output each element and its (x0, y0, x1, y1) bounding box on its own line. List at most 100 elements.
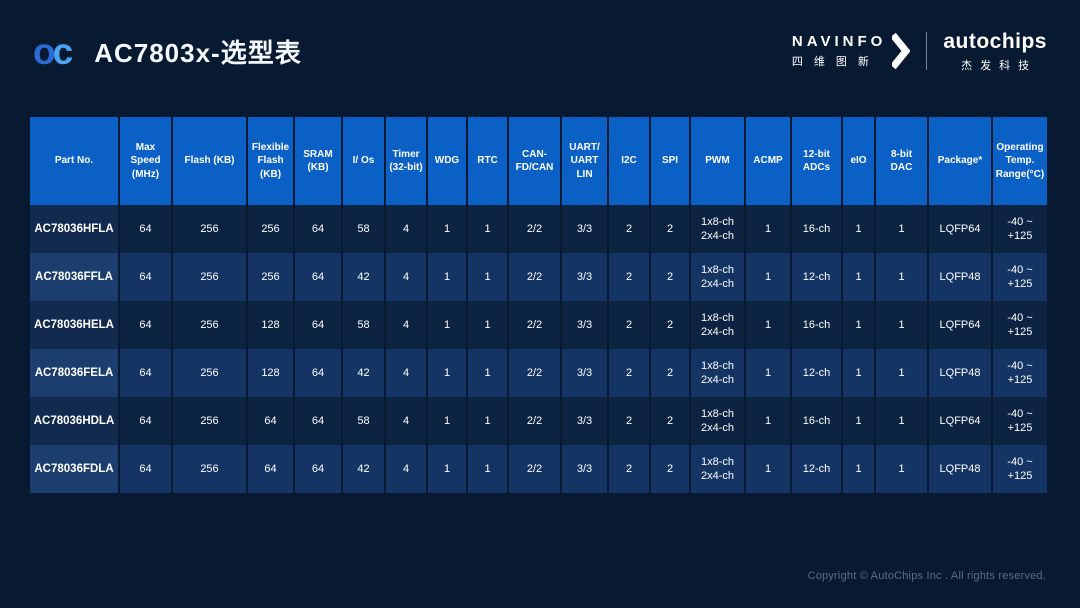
spec-cell: 12-ch (790, 349, 842, 397)
spec-cell: 64 (118, 445, 172, 493)
column-header: WDG (426, 117, 467, 205)
spec-cell: LQFP48 (927, 253, 992, 301)
spec-cell: 2 (607, 253, 650, 301)
spec-cell: 3/3 (560, 301, 608, 349)
spec-cell: 256 (171, 397, 247, 445)
logo-letter-o: o (33, 30, 56, 72)
spec-cell: 3/3 (560, 349, 608, 397)
spec-cell: 1 (426, 301, 467, 349)
spec-cell: 2/2 (507, 253, 561, 301)
spec-cell: 1 (744, 349, 791, 397)
spec-cell: 64 (293, 253, 342, 301)
spec-cell: 1 (841, 397, 875, 445)
spec-cell: 1 (874, 349, 928, 397)
spec-cell: LQFP64 (927, 205, 992, 253)
navinfo-wordmark: NAVINFO (791, 33, 887, 50)
spec-cell: 1 (841, 445, 875, 493)
spec-cell: 256 (171, 301, 247, 349)
navinfo-text: NAVINFO 四维图新 (792, 33, 886, 69)
spec-cell: 1x8-ch 2x4-ch (689, 397, 745, 445)
spec-cell: 58 (341, 397, 385, 445)
part-number-cell: AC78036FDLA (30, 445, 119, 493)
spec-cell: 1 (466, 253, 508, 301)
spec-cell: 64 (118, 397, 172, 445)
spec-cell: 2 (649, 301, 690, 349)
table-header-row: Part No. Max Speed (MHz) Flash (KB) Flexibl… (30, 117, 1047, 205)
column-header: Max Speed (MHz) (118, 117, 172, 205)
spec-cell: 64 (118, 253, 172, 301)
column-header: CAN- FD/CAN (507, 117, 561, 205)
spec-cell: 4 (384, 253, 427, 301)
part-number-cell: AC78036FELA (30, 349, 119, 397)
column-header: Operating Temp. Range(°C) (991, 117, 1047, 205)
table-row: AC78036FFLA 64 256 256 64 42 4 1 1 2/2 3/3 2 2 1x8-ch… (30, 253, 1047, 301)
spec-cell: 1x8-ch 2x4-ch (689, 349, 745, 397)
table-row: AC78036HFLA 64 256 256 64 58 4 1 1 2/2 3/3 2 2 1x8-ch… (30, 205, 1047, 253)
copyright-notice: Copyright © AutoChips Inc . All rights r… (807, 570, 1046, 582)
autochips-chinese-name: 杰发科技 (961, 59, 1038, 72)
spec-cell: 2 (649, 397, 690, 445)
logo-letter-c: c (52, 30, 74, 72)
spec-cell: 1 (874, 397, 928, 445)
logo-divider (926, 32, 928, 70)
spec-cell: 256 (171, 253, 247, 301)
spec-cell: 2 (607, 397, 650, 445)
column-header: UART/ UART LIN (560, 117, 608, 205)
spec-cell: 1 (744, 253, 791, 301)
spec-cell: 1 (466, 445, 508, 493)
spec-cell: 64 (293, 397, 342, 445)
spec-cell: 1 (841, 349, 875, 397)
column-header: Flexible Flash (KB) (246, 117, 294, 205)
navinfo-logo: NAVINFO 四维图新 (792, 33, 911, 69)
spec-cell: 42 (341, 349, 385, 397)
spec-cell: 64 (293, 205, 342, 253)
column-header: Part No. (30, 117, 119, 205)
spec-cell: 3/3 (560, 397, 608, 445)
column-header: RTC (466, 117, 508, 205)
spec-cell: 64 (246, 397, 294, 445)
column-header: Flash (KB) (171, 117, 247, 205)
spec-cell: -40 ~ +125 (991, 397, 1047, 445)
spec-cell: -40 ~ +125 (991, 301, 1047, 349)
spec-cell: 1 (744, 445, 791, 493)
spec-cell: 2 (649, 205, 690, 253)
spec-cell: 256 (246, 205, 294, 253)
spec-cell: 64 (246, 445, 294, 493)
spec-cell: 1 (426, 445, 467, 493)
spec-cell: 2/2 (507, 445, 561, 493)
spec-cell: 64 (118, 205, 172, 253)
spec-cell: LQFP48 (927, 349, 992, 397)
spec-cell: 3/3 (560, 253, 608, 301)
spec-cell: -40 ~ +125 (991, 253, 1047, 301)
spec-cell: 3/3 (560, 205, 608, 253)
spec-cell: 2 (649, 253, 690, 301)
product-selection-table: Part No. Max Speed (MHz) Flash (KB) Flexibl… (30, 117, 1047, 493)
navinfo-chevron-icon (892, 33, 911, 69)
spec-cell: 12-ch (790, 253, 842, 301)
page-title: AC7803x-选型表 (94, 37, 302, 68)
spec-cell: 2/2 (507, 397, 561, 445)
part-number-cell: AC78036HFLA (30, 205, 119, 253)
column-header: I/ Os (341, 117, 385, 205)
spec-cell: 4 (384, 349, 427, 397)
spec-cell: 1 (744, 205, 791, 253)
spec-cell: 64 (118, 349, 172, 397)
spec-cell: 1 (874, 253, 928, 301)
spec-cell: LQFP64 (927, 301, 992, 349)
spec-cell: 3/3 (560, 445, 608, 493)
navinfo-chinese-name: 四维图新 (791, 56, 880, 68)
spec-cell: 256 (246, 253, 294, 301)
spec-cell: 4 (384, 397, 427, 445)
column-header: SRAM (KB) (293, 117, 342, 205)
column-header: I2C (607, 117, 650, 205)
spec-cell: LQFP48 (927, 445, 992, 493)
part-number-cell: AC78036HELA (30, 301, 119, 349)
spec-cell: 58 (341, 301, 385, 349)
spec-cell: 2/2 (507, 349, 561, 397)
spec-cell: 1 (466, 397, 508, 445)
spec-cell: 1 (874, 205, 928, 253)
spec-cell: 4 (384, 445, 427, 493)
selection-table-container: Part No. Max Speed (MHz) Flash (KB) Flexibl… (30, 117, 1047, 493)
corner-logos: NAVINFO 四维图新 autochips 杰发科技 (792, 30, 1047, 73)
